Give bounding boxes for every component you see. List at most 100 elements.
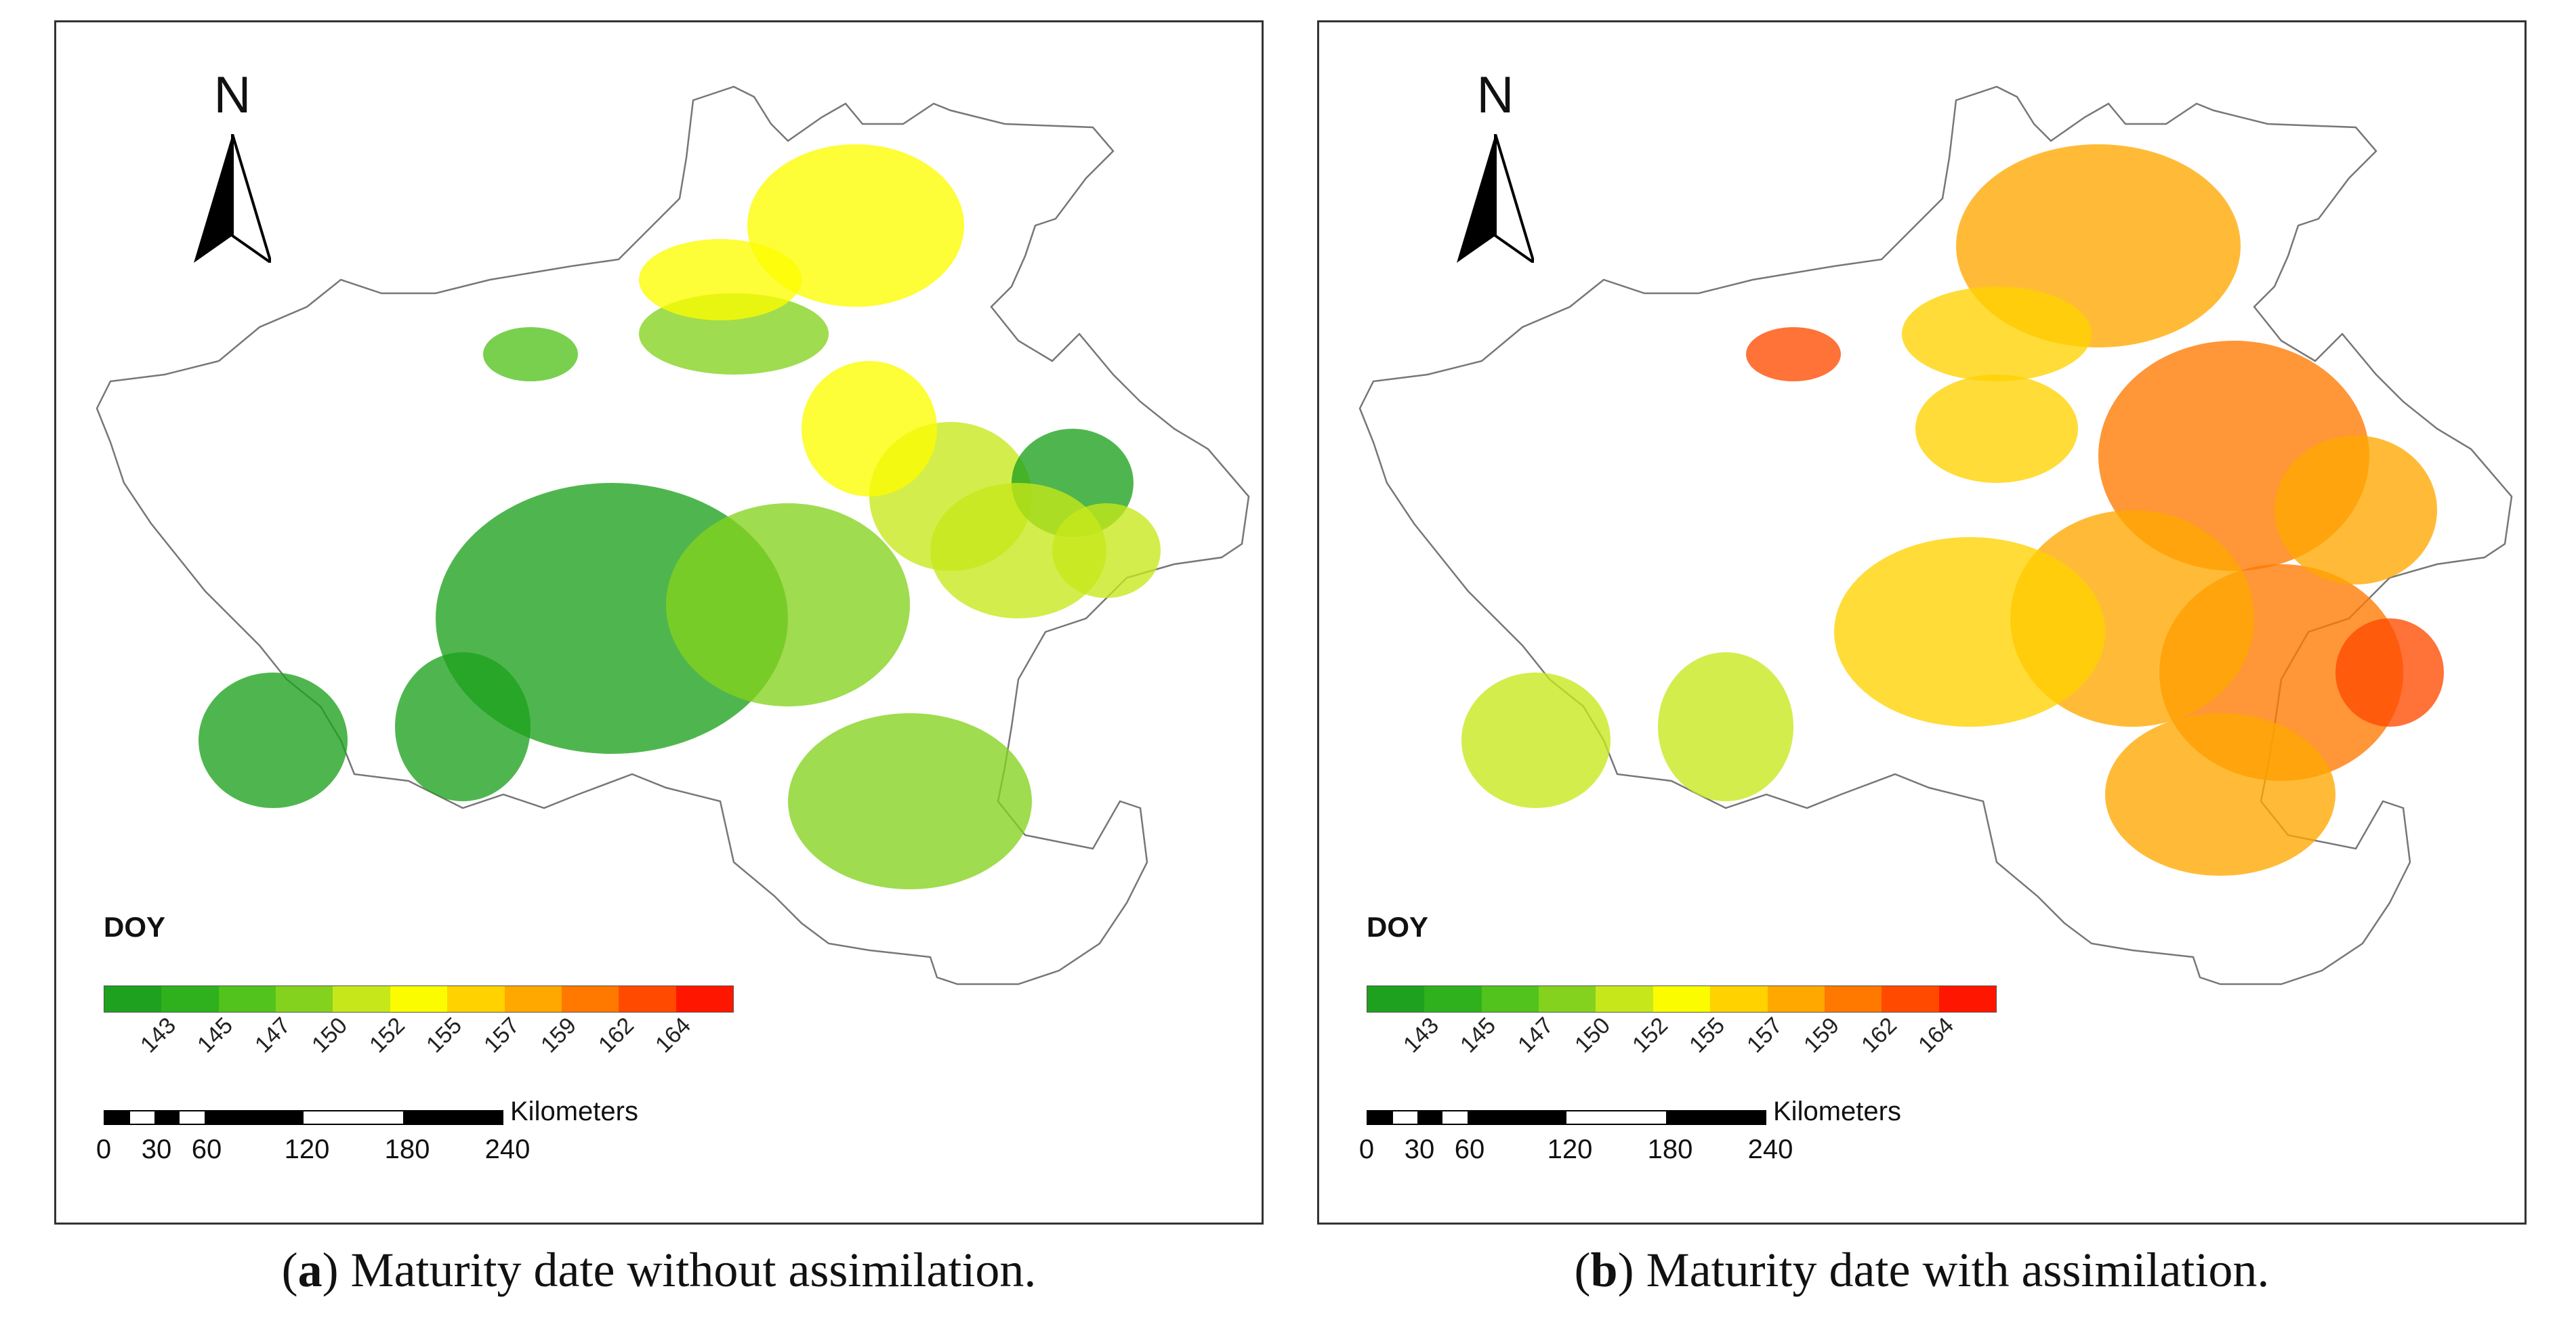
raster-patch <box>1746 327 1841 381</box>
ramp-swatch <box>1882 986 1939 1012</box>
ramp-swatch <box>1767 986 1825 1012</box>
north-label: N <box>213 66 251 124</box>
ramp-tick-labels: 143 145 147 150 152 155 157 159 162 164 <box>104 1013 734 1087</box>
ramp-swatch <box>1653 986 1711 1012</box>
scale-tick: 120 <box>1547 1134 1593 1164</box>
ramp-swatch <box>390 986 448 1012</box>
ramp-swatch <box>1367 986 1425 1012</box>
scale-tick: 180 <box>1647 1134 1693 1164</box>
north-arrow-icon <box>194 134 271 263</box>
maturity-date-raster <box>1461 144 2444 876</box>
raster-patch <box>930 483 1106 618</box>
ramp-tick-label: 162 <box>1856 1012 1902 1058</box>
ramp-swatch <box>276 986 333 1012</box>
ramp-tick-label: 164 <box>650 1012 697 1058</box>
ramp-swatch <box>1424 986 1482 1012</box>
scale-tick: 120 <box>284 1134 330 1164</box>
caption-text: Maturity date without assimilation. <box>350 1243 1037 1297</box>
ramp-swatch <box>1481 986 1539 1012</box>
north-arrow: N <box>182 70 283 273</box>
ramp-swatch <box>447 986 505 1012</box>
ramp-swatch <box>1824 986 1882 1012</box>
ramp-swatch <box>218 986 276 1012</box>
map-panel-a: N DOY 143 145 147 150 152 155 157 159 162 164 Kil… <box>54 20 1264 1225</box>
north-label: N <box>1476 66 1514 124</box>
north-arrow-icon <box>1457 134 1534 263</box>
scale-tick: 30 <box>141 1134 172 1164</box>
raster-patch <box>2105 713 2335 876</box>
ramp-tick-label: 150 <box>307 1012 353 1058</box>
scale-tick: 240 <box>1747 1134 1793 1164</box>
ramp-swatch <box>104 986 162 1012</box>
scale-tick: 30 <box>1404 1134 1435 1164</box>
scale-tick: 180 <box>384 1134 430 1164</box>
raster-patch <box>1461 673 1611 808</box>
ramp-swatch <box>1938 986 1996 1012</box>
scale-tick: 60 <box>191 1134 222 1164</box>
raster-patch <box>802 361 937 496</box>
raster-patch <box>2335 618 2444 727</box>
ramp-tick-label: 150 <box>1570 1012 1616 1058</box>
raster-patch <box>1834 537 2105 727</box>
ramp-tick-label: 155 <box>421 1012 468 1058</box>
raster-patch <box>1658 652 1793 801</box>
legend-title: DOY <box>1367 911 1429 943</box>
caption-a: (a) Maturity date without assimilation. <box>281 1243 1037 1297</box>
color-ramp <box>1367 985 1997 1013</box>
raster-patch <box>666 503 910 706</box>
scale-tick: 0 <box>96 1134 112 1164</box>
ramp-tick-label: 162 <box>593 1012 639 1058</box>
ramp-tick-label: 143 <box>1398 1012 1444 1058</box>
map-canvas <box>96 85 1250 985</box>
caption-text: Maturity date with assimilation. <box>1646 1243 2270 1297</box>
ramp-swatch <box>676 986 733 1012</box>
map-panel-b: N DOY 143 145 147 150 152 155 157 159 162 164 Kil… <box>1317 20 2527 1225</box>
ramp-tick-label: 164 <box>1913 1012 1959 1058</box>
ramp-tick-label: 157 <box>1741 1012 1787 1058</box>
ramp-swatch <box>504 986 562 1012</box>
ramp-swatch <box>333 986 390 1012</box>
ramp-swatch <box>1539 986 1596 1012</box>
scale-tick: 60 <box>1454 1134 1485 1164</box>
north-arrow: N <box>1445 70 1546 273</box>
raster-patch <box>747 144 964 307</box>
raster-patch <box>1915 375 2078 483</box>
caption-letter: a <box>297 1243 323 1297</box>
ramp-tick-label: 155 <box>1684 1012 1730 1058</box>
ramp-tick-label: 152 <box>1627 1012 1673 1058</box>
ramp-tick-labels: 143 145 147 150 152 155 157 159 162 164 <box>1367 1013 1997 1087</box>
raster-patch <box>2274 436 2437 585</box>
ramp-swatch <box>619 986 676 1012</box>
ramp-swatch <box>1710 986 1768 1012</box>
raster-patch <box>395 652 531 801</box>
ramp-swatch <box>561 986 619 1012</box>
ramp-tick-label: 145 <box>192 1012 238 1058</box>
raster-patch <box>1052 503 1161 598</box>
raster-patch <box>639 239 802 320</box>
scale-bar <box>1367 1110 1766 1125</box>
map-canvas <box>1358 85 2513 985</box>
maturity-date-raster <box>199 144 1161 889</box>
ramp-swatch <box>161 986 219 1012</box>
ramp-tick-label: 159 <box>536 1012 582 1058</box>
color-ramp <box>104 985 734 1013</box>
scale-unit-label: Kilometers <box>510 1097 638 1126</box>
ramp-tick-label: 147 <box>1512 1012 1558 1058</box>
caption-b: (b) Maturity date with assimilation. <box>1574 1243 2270 1297</box>
legend-title: DOY <box>104 911 166 943</box>
scale-bar <box>104 1110 503 1125</box>
ramp-tick-label: 145 <box>1455 1012 1501 1058</box>
raster-patch <box>199 673 348 808</box>
raster-patch <box>1902 286 2092 381</box>
ramp-tick-label: 152 <box>364 1012 410 1058</box>
caption-letter: b <box>1590 1243 1618 1297</box>
raster-patch <box>483 327 578 381</box>
ramp-tick-label: 157 <box>478 1012 524 1058</box>
ramp-swatch <box>1596 986 1653 1012</box>
ramp-tick-label: 159 <box>1799 1012 1845 1058</box>
raster-patch <box>788 713 1032 889</box>
ramp-tick-label: 143 <box>135 1012 181 1058</box>
scale-unit-label: Kilometers <box>1773 1097 1901 1126</box>
ramp-tick-label: 147 <box>249 1012 295 1058</box>
scale-tick: 240 <box>484 1134 531 1164</box>
